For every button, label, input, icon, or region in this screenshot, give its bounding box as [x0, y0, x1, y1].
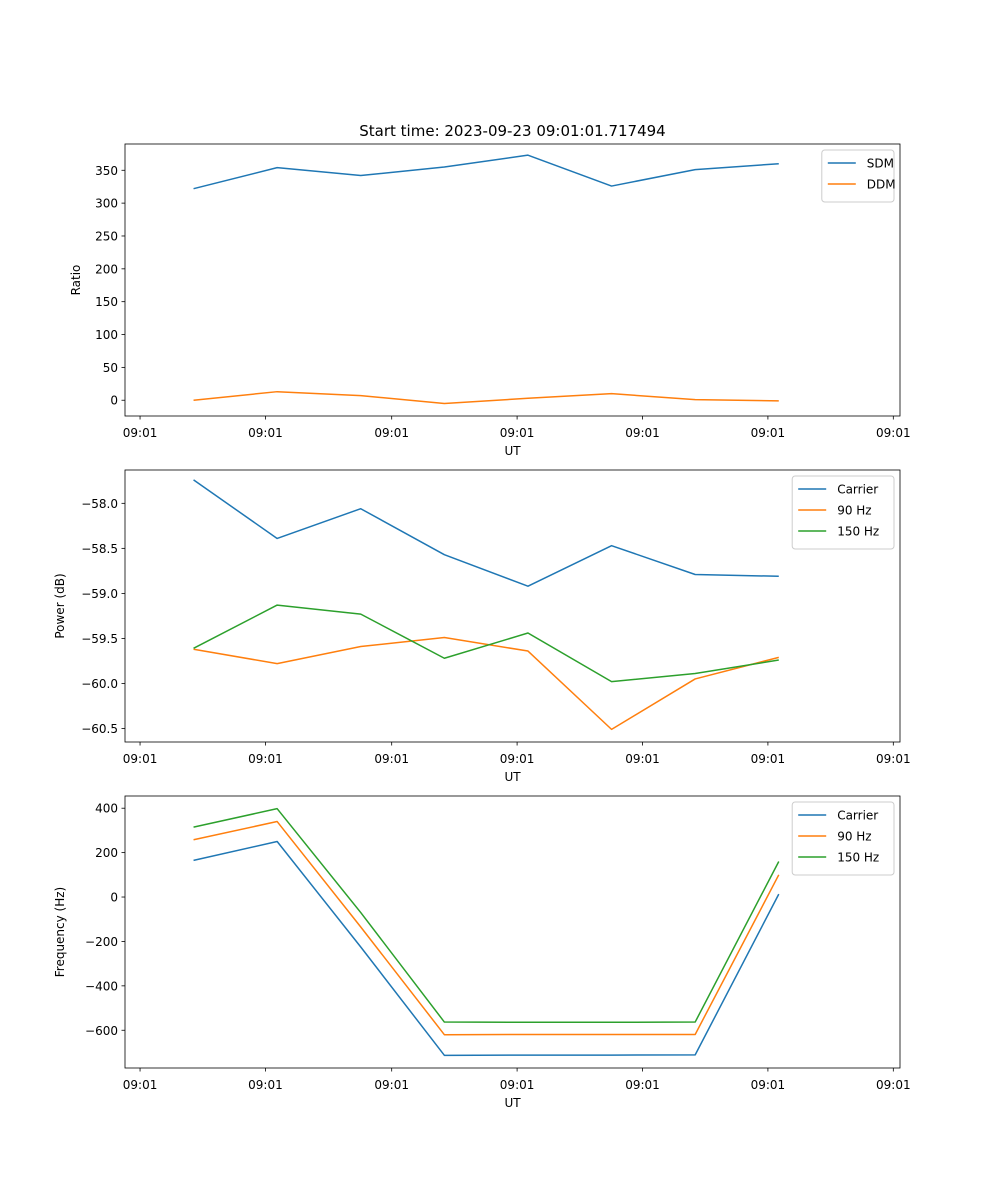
legend-label-ddm: DDM	[867, 178, 896, 192]
legend: Carrier 90 Hz 150 Hz	[791, 801, 895, 876]
series-line-150-hz	[193, 604, 779, 683]
legend-label-150-hz: 150 Hz	[837, 851, 879, 865]
x-tick-label: 09:01	[374, 1078, 409, 1092]
plot-frame	[124, 795, 901, 1069]
series-line-sdm	[193, 154, 779, 190]
y-tick-label: −60.0	[81, 677, 118, 691]
x-axis-label: UT	[504, 444, 521, 458]
y-tick-label: 250	[95, 229, 118, 243]
y-tick-label: 100	[95, 328, 118, 342]
y-tick-label: −60.5	[81, 722, 118, 736]
x-tick-label: 09:01	[248, 752, 283, 766]
legend-label-sdm: SDM	[867, 157, 894, 171]
x-tick-label: 09:01	[625, 752, 660, 766]
chart-ratio: 09:01 09:01 09:01 09:01 09:01 09:01 09:01 0 50 10…	[69, 143, 911, 458]
chart-frequency: 09:01 09:01 09:01 09:01 09:01 09:01 09:01 −600 −…	[53, 795, 911, 1110]
y-tick-label: 350	[95, 164, 118, 178]
x-tick-label: 09:01	[500, 752, 535, 766]
y-tick-label: 150	[95, 295, 118, 309]
figure-title: Start time: 2023-09-23 09:01:01.717494	[359, 122, 665, 140]
y-tick-label: −58.5	[81, 542, 118, 556]
x-tick-label: 09:01	[248, 426, 283, 440]
y-axis-label: Ratio	[69, 265, 83, 296]
y-tick-label: 0	[110, 891, 118, 905]
series-line-carrier	[193, 479, 779, 587]
x-tick-label: 09:01	[751, 1078, 786, 1092]
x-tick-label: 09:01	[876, 1078, 911, 1092]
x-tick-label: 09:01	[123, 1078, 158, 1092]
y-tick-label: 400	[95, 802, 118, 816]
plot-frame	[124, 143, 901, 417]
legend-label-carrier: Carrier	[837, 809, 878, 823]
y-tick-label: −600	[85, 1024, 118, 1038]
x-axis-label: UT	[504, 770, 521, 784]
series-line-90-hz	[193, 820, 780, 1036]
x-tick-label: 09:01	[625, 426, 660, 440]
y-tick-label: 200	[95, 846, 118, 860]
y-tick-label: −200	[85, 935, 118, 949]
y-tick-label: 0	[110, 394, 118, 408]
series-line-150-hz	[193, 807, 780, 1024]
y-tick-label: 300	[95, 197, 118, 211]
y-tick-label: −59.0	[81, 587, 118, 601]
y-axis-label: Frequency (Hz)	[53, 887, 67, 978]
x-tick-label: 09:01	[876, 752, 911, 766]
y-tick-label: 200	[95, 262, 118, 276]
x-tick-label: 09:01	[625, 1078, 660, 1092]
x-tick-label: 09:01	[123, 426, 158, 440]
series-line-90-hz	[193, 636, 779, 731]
series-line-carrier	[193, 840, 780, 1057]
legend-label-90-hz: 90 Hz	[837, 830, 871, 844]
x-tick-label: 09:01	[751, 426, 786, 440]
x-tick-label: 09:01	[374, 752, 409, 766]
x-tick-label: 09:01	[500, 426, 535, 440]
plot-frame	[124, 469, 901, 743]
x-tick-label: 09:01	[248, 1078, 283, 1092]
legend-label-carrier: Carrier	[837, 483, 878, 497]
legend: SDM DDM	[821, 149, 896, 203]
legend-label-150-hz: 150 Hz	[837, 525, 879, 539]
x-tick-label: 09:01	[751, 752, 786, 766]
x-tick-label: 09:01	[374, 426, 409, 440]
series-line-ddm	[193, 390, 779, 405]
y-tick-label: −400	[85, 979, 118, 993]
y-axis-label: Power (dB)	[53, 573, 67, 638]
chart-power: 09:01 09:01 09:01 09:01 09:01 09:01 09:01 −60.5…	[53, 469, 911, 784]
y-tick-label: −59.5	[81, 632, 118, 646]
x-tick-label: 09:01	[500, 1078, 535, 1092]
x-tick-label: 09:01	[123, 752, 158, 766]
legend: Carrier 90 Hz 150 Hz	[791, 475, 895, 550]
x-tick-label: 09:01	[876, 426, 911, 440]
legend-label-90-hz: 90 Hz	[837, 504, 871, 518]
y-tick-label: −58.0	[81, 497, 118, 511]
x-axis-label: UT	[504, 1096, 521, 1110]
y-tick-label: 50	[103, 361, 118, 375]
